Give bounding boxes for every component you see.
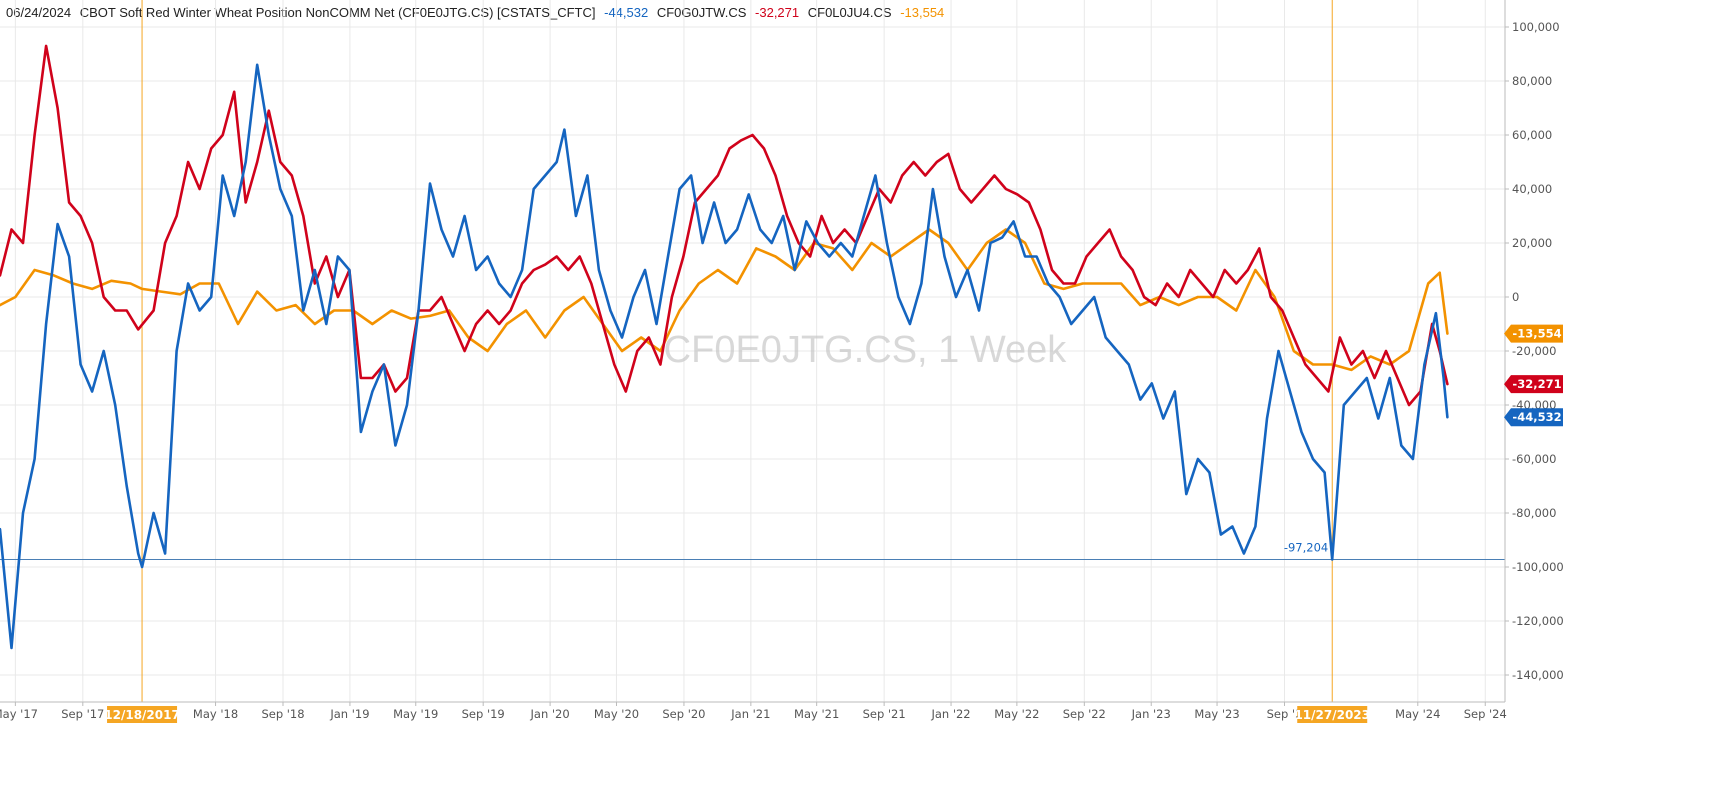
y-tick-label: 20,000 [1512,236,1552,250]
last-value-tag-CF0G0JTW.CS [1504,375,1563,394]
last-value-tag-CF0L0JU4.CS [1504,324,1563,343]
x-tick-label: May '22 [994,707,1039,721]
x-tick-label: May '17 [0,707,38,721]
x-axis-ticks: May '17 Sep '17 May '18 Sep '18 Jan '19 May '… [0,702,1507,721]
x-tick-label: Sep '2 [1267,707,1303,721]
last-value-tags: -44,532 -32,271 -13,554 [1504,324,1563,427]
x-tick-label: May '19 [393,707,438,721]
crosshair-date-label: 12/18/2017 [104,708,180,722]
crosshair-lines [141,0,1333,702]
reference-line-label: -97,204 [1284,540,1328,554]
y-tick-label: 40,000 [1512,182,1552,196]
series-line-CF0G0JTW.CS [0,44,1449,407]
x-tick-label: Sep '17 [61,707,104,721]
gridlines [0,0,1505,702]
series-line-CF0E0JTG.CS [0,63,1449,650]
series-line-CF0L0JU4.CS [0,228,1449,372]
y-axis-ticks: 100,00080,00060,00040,00020,0000-20,000-… [1505,20,1564,682]
last-value-tag-CF0E0JTG.CS [1504,408,1563,427]
last-value-label-CF0L0JU4.CS: -13,554 [1512,327,1561,341]
x-tick-label: Jan '22 [930,707,970,721]
y-tick-label: -60,000 [1512,452,1556,466]
x-tick-label: Jan '21 [730,707,770,721]
crosshair-date-box [1297,706,1368,723]
header-series2-name: CF0G0JTW.CS [656,5,747,20]
y-tick-label: -100,000 [1512,560,1564,574]
x-tick-label: Sep '24 [1464,707,1507,721]
x-tick-label: May '21 [794,707,839,721]
header-title: CBOT Soft Red Winter Wheat Position NonC… [79,5,596,20]
chart-header: 06/24/2024 CBOT Soft Red Winter Wheat Po… [6,5,949,20]
x-tick-label: May '18 [193,707,238,721]
crosshair-date-labels: 12/18/2017 11/27/2023 [104,706,1370,723]
chart-watermark: CF0E0JTG.CS, 1 Week [664,329,1068,371]
reference-line: -97,204 [0,540,1505,560]
y-tick-label: -120,000 [1512,614,1564,628]
y-tick-label: -80,000 [1512,506,1556,520]
y-tick-label: 100,000 [1512,20,1560,34]
x-tick-label: Sep '21 [863,707,906,721]
header-series1-value: -44,532 [604,5,649,20]
x-tick-label: Sep '20 [662,707,705,721]
crosshair-date-label: 11/27/2023 [1294,708,1370,722]
series-lines [0,44,1449,650]
header-series3-name: CF0L0JU4.CS [807,5,892,20]
header-date: 06/24/2024 [6,5,72,20]
y-tick-label: 0 [1512,290,1519,304]
y-tick-label: -140,000 [1512,668,1564,682]
x-tick-label: May '23 [1194,707,1239,721]
y-tick-label: 60,000 [1512,128,1552,142]
x-tick-label: Jan '19 [329,707,369,721]
x-tick-label: Sep '19 [462,707,505,721]
crosshair-date-box [107,706,178,723]
last-value-label-CF0G0JTW.CS: -32,271 [1512,377,1561,391]
header-series2-value: -32,271 [755,5,800,20]
x-tick-label: Jan '20 [530,707,570,721]
y-tick-label: 80,000 [1512,74,1552,88]
y-tick-label: -20,000 [1512,344,1556,358]
x-tick-label: May '24 [1395,707,1440,721]
x-tick-label: Jan '23 [1131,707,1171,721]
header-series3-value: -13,554 [900,5,945,20]
x-tick-label: May '20 [594,707,639,721]
x-tick-label: Sep '22 [1063,707,1106,721]
x-tick-label: Sep '18 [261,707,304,721]
last-value-label-CF0E0JTG.CS: -44,532 [1512,410,1561,424]
